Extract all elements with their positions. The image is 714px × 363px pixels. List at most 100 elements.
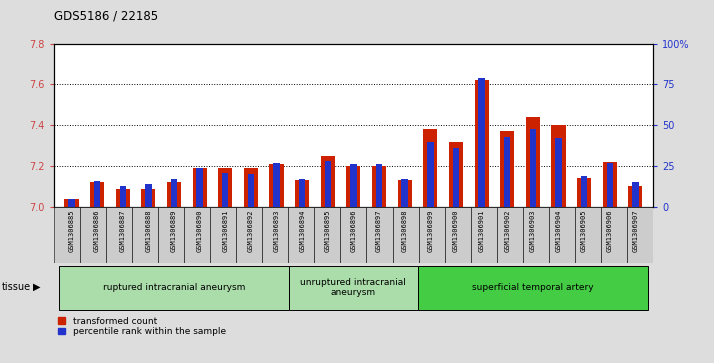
Bar xyxy=(423,129,438,207)
Bar xyxy=(632,182,638,207)
Bar xyxy=(289,266,418,310)
Text: GSM1306892: GSM1306892 xyxy=(248,210,254,252)
Bar xyxy=(145,184,151,207)
Bar xyxy=(346,166,361,207)
Text: GSM1306899: GSM1306899 xyxy=(427,210,433,252)
Bar xyxy=(555,138,562,207)
Bar xyxy=(366,207,393,263)
Text: GSM1306888: GSM1306888 xyxy=(146,210,151,252)
Bar xyxy=(299,179,306,207)
Bar xyxy=(501,131,514,207)
Text: superficial temporal artery: superficial temporal artery xyxy=(472,283,593,292)
Bar xyxy=(244,168,258,207)
Bar xyxy=(478,78,485,207)
Bar xyxy=(218,168,232,207)
Bar xyxy=(341,207,366,263)
Bar xyxy=(627,207,653,263)
Bar xyxy=(196,168,203,207)
Text: GSM1306893: GSM1306893 xyxy=(273,210,280,252)
Text: GSM1306886: GSM1306886 xyxy=(94,210,100,252)
Bar xyxy=(504,136,511,207)
Bar xyxy=(603,162,617,207)
Bar xyxy=(80,207,106,263)
Text: GSM1306894: GSM1306894 xyxy=(299,210,305,252)
Bar xyxy=(210,207,236,263)
Text: GSM1306885: GSM1306885 xyxy=(69,210,74,252)
Bar xyxy=(530,129,536,207)
Text: GSM1306904: GSM1306904 xyxy=(555,210,561,252)
Text: unruptured intracranial
aneurysm: unruptured intracranial aneurysm xyxy=(301,278,406,297)
Bar xyxy=(325,161,331,207)
Bar xyxy=(393,207,418,263)
Bar xyxy=(575,207,601,263)
Text: tissue: tissue xyxy=(1,282,31,292)
Text: GSM1306903: GSM1306903 xyxy=(530,210,536,252)
Text: GSM1306900: GSM1306900 xyxy=(453,210,459,252)
Text: GSM1306896: GSM1306896 xyxy=(351,210,356,252)
Text: GSM1306905: GSM1306905 xyxy=(581,210,587,252)
Bar xyxy=(427,142,433,207)
Bar xyxy=(601,207,627,263)
Bar xyxy=(351,164,356,207)
Bar xyxy=(236,207,262,263)
Text: GSM1306906: GSM1306906 xyxy=(607,210,613,252)
Bar xyxy=(262,207,288,263)
Bar xyxy=(132,207,158,263)
Bar xyxy=(551,125,565,207)
Text: GSM1306902: GSM1306902 xyxy=(504,210,511,252)
Bar xyxy=(523,207,549,263)
Bar xyxy=(273,163,280,207)
Bar xyxy=(401,179,408,207)
Text: GSM1306890: GSM1306890 xyxy=(196,210,203,252)
Bar xyxy=(295,180,309,207)
Text: GSM1306898: GSM1306898 xyxy=(402,210,408,252)
Bar xyxy=(445,207,471,263)
Bar xyxy=(193,168,206,207)
Bar xyxy=(167,182,181,207)
Bar xyxy=(184,207,210,263)
Bar xyxy=(453,148,459,207)
Bar xyxy=(581,176,588,207)
Bar xyxy=(321,156,335,207)
Bar xyxy=(248,174,254,207)
Bar xyxy=(628,187,643,207)
Bar xyxy=(314,207,341,263)
Bar xyxy=(376,164,382,207)
Bar xyxy=(449,142,463,207)
Text: GSM1306889: GSM1306889 xyxy=(171,210,177,252)
Bar xyxy=(418,266,648,310)
Bar xyxy=(398,180,412,207)
Bar xyxy=(471,207,497,263)
Bar xyxy=(64,199,79,207)
Bar xyxy=(119,185,126,207)
Bar xyxy=(116,188,130,207)
Bar xyxy=(94,181,101,207)
Text: GSM1306891: GSM1306891 xyxy=(222,210,228,252)
Bar xyxy=(577,178,591,207)
Bar xyxy=(141,188,156,207)
Text: ruptured intracranial aneurysm: ruptured intracranial aneurysm xyxy=(103,283,245,292)
Bar xyxy=(269,164,283,207)
Bar xyxy=(59,266,289,310)
Text: GDS5186 / 22185: GDS5186 / 22185 xyxy=(54,9,158,22)
Bar xyxy=(69,199,75,207)
Bar xyxy=(288,207,314,263)
Text: GSM1306901: GSM1306901 xyxy=(478,210,485,252)
Bar xyxy=(54,207,80,263)
Text: GSM1306897: GSM1306897 xyxy=(376,210,382,252)
Bar xyxy=(106,207,132,263)
Bar xyxy=(497,207,523,263)
Legend: transformed count, percentile rank within the sample: transformed count, percentile rank withi… xyxy=(58,317,226,337)
Bar xyxy=(475,80,488,207)
Bar xyxy=(418,207,445,263)
Bar xyxy=(158,207,184,263)
Bar xyxy=(549,207,575,263)
Bar xyxy=(171,179,177,207)
Bar xyxy=(222,172,228,207)
Text: ▶: ▶ xyxy=(33,282,41,292)
Text: GSM1306887: GSM1306887 xyxy=(120,210,126,252)
Bar xyxy=(526,117,540,207)
Bar xyxy=(606,163,613,207)
Bar xyxy=(372,166,386,207)
Bar xyxy=(90,182,104,207)
